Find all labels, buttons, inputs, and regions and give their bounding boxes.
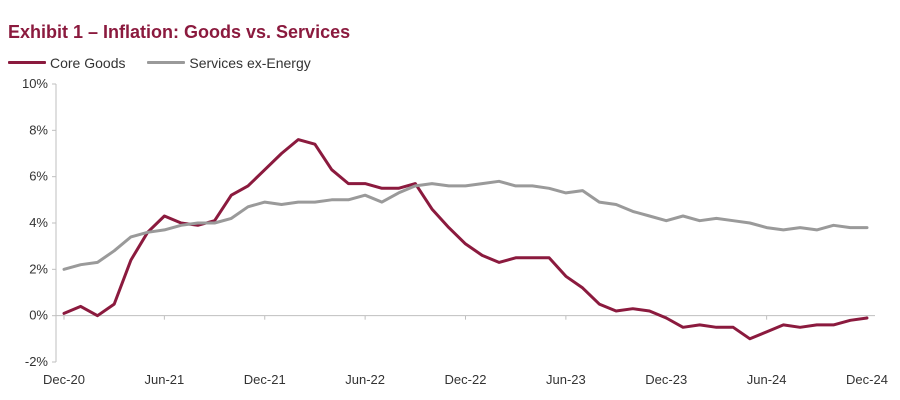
x-tick-label: Jun-21 (145, 372, 185, 387)
x-tick-label: Jun-23 (546, 372, 586, 387)
x-tick-label: Dec-20 (43, 372, 85, 387)
legend-item-core-goods: Core Goods (8, 55, 125, 71)
chart-title: Exhibit 1 – Inflation: Goods vs. Service… (8, 22, 351, 42)
legend-label-core-goods: Core Goods (50, 54, 126, 71)
x-tick-label: Dec-21 (244, 372, 286, 387)
legend-swatch-services (147, 61, 186, 64)
y-tick-label: -2% (25, 354, 49, 369)
legend: Core Goods Services ex-Energy (8, 51, 329, 71)
y-tick-label: 4% (29, 215, 48, 230)
legend-item-services: Services ex-Energy (147, 54, 311, 71)
x-tick-label: Dec-23 (645, 372, 687, 387)
y-tick-label: 10% (22, 76, 48, 91)
y-tick-label: 0% (29, 308, 48, 323)
y-tick-label: 2% (29, 261, 48, 276)
series-line-core-goods (62, 138, 869, 341)
y-tick-label: 6% (29, 169, 48, 184)
chart-axes (52, 83, 875, 363)
x-tick-label: Jun-24 (747, 372, 787, 387)
x-tick-label: Jun-22 (345, 372, 385, 387)
series-lines (62, 138, 869, 341)
legend-swatch-core-goods (8, 61, 46, 64)
tick-labels: -2% 0% 2% 4% 6% 8% 10% Dec-20 Jun-21 Dec-21 Jun-22… (22, 76, 888, 387)
x-tick-label: Dec-22 (445, 372, 487, 387)
y-tick-label: 8% (29, 122, 48, 137)
legend-label-services: Services ex-Energy (189, 54, 311, 71)
x-tick-label: Dec-24 (846, 372, 888, 387)
series-line-services-ex-energy (62, 179, 869, 271)
